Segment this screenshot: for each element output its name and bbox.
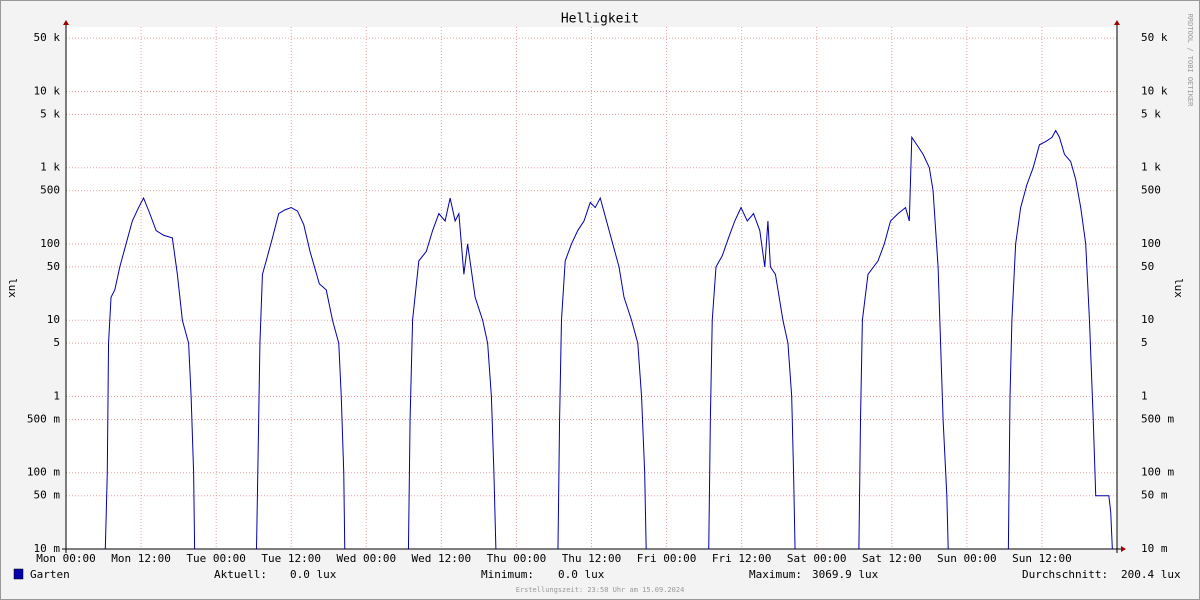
axis-arrow: [1114, 20, 1120, 25]
legend-stat-label: Durchschnitt:: [1022, 568, 1108, 581]
y-tick-label-right: 50: [1141, 260, 1154, 273]
y-tick-label: 100 m: [27, 466, 60, 479]
legend-stat-value: 200.4 lux: [1121, 568, 1181, 581]
legend-label: Garten: [30, 568, 70, 581]
legend-stat-label: Maximum:: [749, 568, 802, 581]
x-tick-label: Sun 12:00: [1012, 552, 1072, 565]
y-tick-label: 500 m: [27, 412, 60, 425]
x-tick-label: Fri 12:00: [712, 552, 772, 565]
legend-swatch: [13, 568, 24, 580]
y-tick-label-right: 50 m: [1141, 489, 1168, 502]
x-tick-label: Mon 12:00: [111, 552, 171, 565]
y-tick-label: 100: [40, 237, 60, 250]
y-tick-label: 10: [47, 313, 60, 326]
x-tick-label: Sat 12:00: [862, 552, 922, 565]
x-tick-label: Tue 00:00: [186, 552, 246, 565]
data-line: [104, 129, 1113, 549]
watermark: RRDTOOL / TOBI OETIKER: [1186, 14, 1194, 108]
y-tick-label: 5: [53, 336, 60, 349]
y-tick-label: 1 k: [40, 161, 60, 174]
y-tick-label: 500: [40, 184, 60, 197]
x-tick-label: Tue 12:00: [261, 552, 321, 565]
x-tick-label: Wed 12:00: [412, 552, 472, 565]
y-tick-label: 50: [47, 260, 60, 273]
footer: Erstellungszeit: 23:58 Uhr am 15.09.2024: [516, 586, 685, 594]
x-tick-label: Sun 00:00: [937, 552, 997, 565]
legend-stat-label: Minimum:: [481, 568, 534, 581]
x-tick-label: Thu 00:00: [487, 552, 547, 565]
plot-clip: [104, 129, 1113, 549]
y-axis-label-right: lux: [1172, 278, 1185, 298]
x-tick-label: Thu 12:00: [562, 552, 622, 565]
y-tick-label-right: 10: [1141, 313, 1154, 326]
legend-stat-label: Aktuell:: [214, 568, 267, 581]
legend-stat-value: 0.0 lux: [290, 568, 337, 581]
y-tick-label: 5 k: [40, 107, 60, 120]
y-tick-label-right: 10 k: [1141, 84, 1168, 97]
y-tick-label-right: 50 k: [1141, 31, 1168, 44]
y-tick-label: 10 m: [34, 542, 61, 555]
x-tick-label: Sat 00:00: [787, 552, 847, 565]
y-tick-label-right: 10 m: [1141, 542, 1168, 555]
y-axis-label: lux: [6, 278, 19, 298]
y-tick-label: 50 k: [34, 31, 61, 44]
y-tick-label: 10 k: [34, 84, 61, 97]
legend-stat-value: 0.0 lux: [558, 568, 605, 581]
y-tick-label-right: 1 k: [1141, 161, 1161, 174]
y-tick-label-right: 5 k: [1141, 107, 1161, 120]
y-tick-label-right: 5: [1141, 336, 1148, 349]
y-tick-label: 50 m: [34, 489, 61, 502]
y-tick-label-right: 100: [1141, 237, 1161, 250]
y-tick-label-right: 1: [1141, 389, 1148, 402]
legend-stat-value: 3069.9 lux: [812, 568, 879, 581]
x-tick-label: Fri 00:00: [637, 552, 697, 565]
y-tick-label: 1: [53, 389, 60, 402]
y-tick-label-right: 500 m: [1141, 412, 1174, 425]
axis-arrow: [1121, 546, 1126, 552]
x-tick-label: Wed 00:00: [336, 552, 396, 565]
y-tick-label-right: 100 m: [1141, 466, 1174, 479]
y-tick-label-right: 500: [1141, 184, 1161, 197]
axis-arrow: [63, 20, 69, 25]
chart-title: Helligkeit: [561, 12, 639, 27]
x-tick-label: Mon 00:00: [36, 552, 96, 565]
